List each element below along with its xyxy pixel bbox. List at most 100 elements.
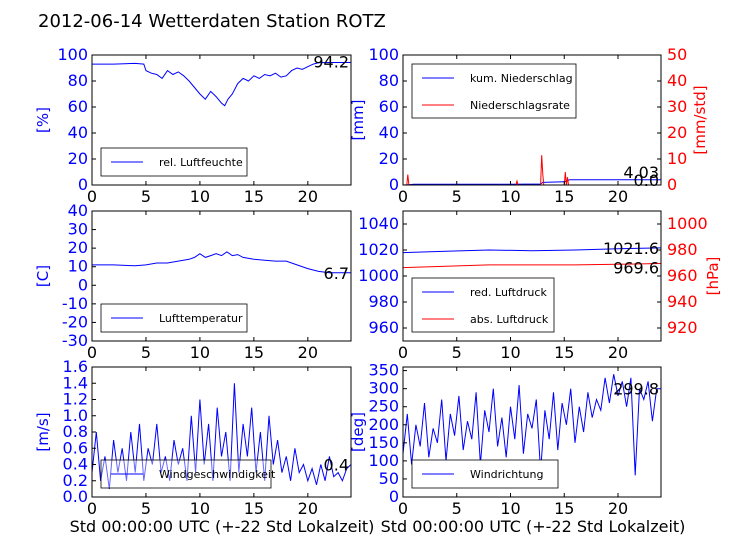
y-axis-label: [C] <box>34 265 52 287</box>
legend-label: rel. Luftfeuchte <box>159 156 243 169</box>
x-tick-label: 10 <box>190 187 210 206</box>
series-line-1-1 <box>403 155 661 186</box>
series-line-0-0 <box>92 62 351 107</box>
value-annotation: 4.03 <box>623 163 659 182</box>
y-tick-label: 1.2 <box>63 390 88 409</box>
value-annotation: 0.0 <box>634 171 659 190</box>
y-right-tick-label: 960 <box>667 266 698 285</box>
value-annotation: 0.4 <box>324 456 349 475</box>
x-tick-label: 0 <box>398 343 408 362</box>
legend-label: Niederschlagsrate <box>470 99 570 112</box>
y-tick-label: 0 <box>389 175 399 194</box>
y-tick-label: 150 <box>368 433 399 452</box>
x-tick-label: 5 <box>141 187 151 206</box>
x-tick-label: 10 <box>190 499 210 518</box>
series-line-3-1 <box>402 263 662 269</box>
legend-label: kum. Niederschlag <box>470 72 573 85</box>
y-tick-label: 250 <box>368 397 399 416</box>
x-tick-label: 5 <box>452 343 462 362</box>
y-tick-label: 20 <box>379 149 399 168</box>
value-annotation: 969.6 <box>613 259 659 278</box>
y-tick-label: 60 <box>379 97 399 116</box>
y-axis-label-right: [mm/std] <box>691 85 709 154</box>
y-tick-label: 0.2 <box>63 471 88 490</box>
plot-frame-2 <box>91 210 352 342</box>
series-line-1-0 <box>402 179 661 186</box>
x-tick-label: 0 <box>398 499 408 518</box>
y-tick-label: -30 <box>62 331 88 350</box>
legend-label: Windrichtung <box>470 468 543 481</box>
figure-title: 2012-06-14 Wetterdaten Station ROTZ <box>38 11 386 32</box>
y-tick-label: -10 <box>62 294 88 313</box>
x-tick-label: 20 <box>608 343 628 362</box>
y-tick-label: 0.0 <box>63 487 88 506</box>
y-tick-label: 300 <box>368 379 399 398</box>
x-tick-label: 10 <box>190 343 210 362</box>
y-axis-label: [%] <box>34 107 52 133</box>
series-line-4-0 <box>91 383 352 489</box>
y-tick-label: 40 <box>379 123 399 142</box>
y-tick-label: 20 <box>68 238 88 257</box>
y-right-tick-label: 10 <box>667 149 687 168</box>
y-right-tick-label: 1000 <box>667 214 708 233</box>
plot-frame-0 <box>91 54 352 186</box>
y-tick-label: 50 <box>379 469 399 488</box>
plot-frame-1 <box>402 54 662 186</box>
legend-label: red. Luftdruck <box>470 286 547 299</box>
x-tick-label: 0 <box>87 187 97 206</box>
x-tick-label: 20 <box>298 499 318 518</box>
y-tick-label: 0.8 <box>63 422 88 441</box>
y-tick-label: 1040 <box>358 214 399 233</box>
y-tick-label: 980 <box>368 292 399 311</box>
y-tick-label: -20 <box>62 312 88 331</box>
x-tick-label: 5 <box>141 343 151 362</box>
value-annotation: 6.7 <box>324 264 349 283</box>
x-axis-label-left: Std 00:00:00 UTC (+-22 Std Lokalzeit) <box>70 517 375 536</box>
y-tick-label: 200 <box>368 415 399 434</box>
y-right-tick-label: 50 <box>667 45 687 64</box>
legend-box-3 <box>411 277 555 333</box>
y-right-tick-label: 40 <box>667 71 687 90</box>
y-axis-label-right: [hPa] <box>704 257 722 296</box>
y-tick-label: 1000 <box>358 266 399 285</box>
x-tick-label: 20 <box>298 343 318 362</box>
plot-frame-5 <box>402 366 662 498</box>
x-tick-label: 5 <box>452 187 462 206</box>
x-tick-label: 15 <box>244 343 264 362</box>
y-tick-label: 30 <box>68 220 88 239</box>
x-tick-label: 15 <box>554 499 574 518</box>
y-right-tick-label: 980 <box>667 240 698 259</box>
y-right-tick-label: 940 <box>667 292 698 311</box>
x-tick-label: 15 <box>244 187 264 206</box>
x-tick-label: 10 <box>500 187 520 206</box>
y-tick-label: 40 <box>68 201 88 220</box>
x-tick-label: 0 <box>87 499 97 518</box>
y-right-tick-label: 20 <box>667 123 687 142</box>
y-axis-label: [mm] <box>349 100 367 141</box>
y-tick-label: 1.6 <box>63 357 88 376</box>
y-tick-label: 100 <box>368 45 399 64</box>
x-tick-label: 10 <box>500 499 520 518</box>
y-axis-label: [m/s] <box>34 412 52 451</box>
legend-label: abs. Luftdruck <box>470 313 549 326</box>
y-tick-label: 10 <box>68 257 88 276</box>
y-tick-label: 0 <box>78 275 88 294</box>
x-tick-label: 20 <box>298 187 318 206</box>
legend-label: Lufttemperatur <box>159 312 243 325</box>
y-tick-label: 80 <box>379 71 399 90</box>
series-line-2-0 <box>92 251 352 274</box>
y-tick-label: 960 <box>368 318 399 337</box>
value-annotation: 94.2 <box>313 53 349 72</box>
y-tick-label: 60 <box>68 97 88 116</box>
y-tick-label: 1.0 <box>63 406 88 425</box>
y-right-tick-label: 0 <box>667 175 677 194</box>
x-tick-label: 5 <box>452 499 462 518</box>
x-tick-label: 15 <box>244 499 264 518</box>
y-tick-label: 20 <box>68 149 88 168</box>
y-tick-label: 0 <box>78 175 88 194</box>
x-tick-label: 10 <box>500 343 520 362</box>
series-line-3-0 <box>402 247 662 254</box>
y-tick-label: 100 <box>57 45 88 64</box>
